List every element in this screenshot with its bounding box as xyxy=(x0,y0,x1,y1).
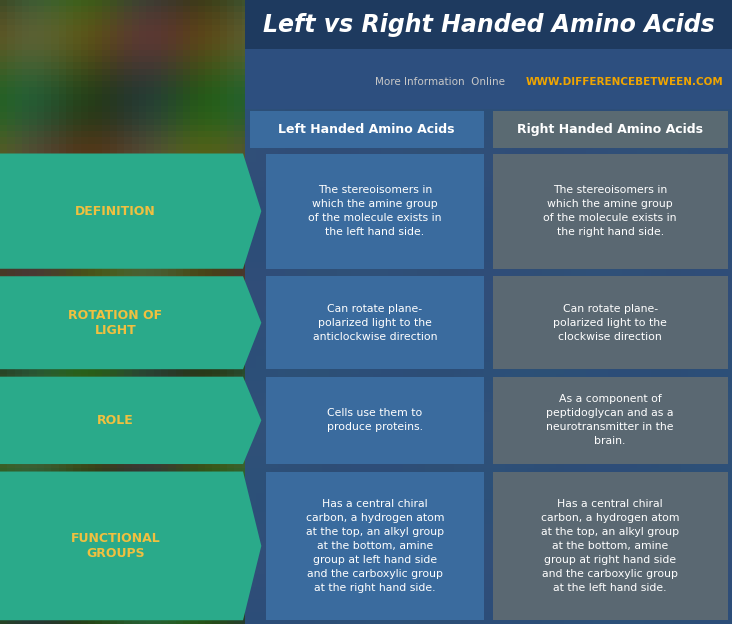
Text: Left vs Right Handed Amino Acids: Left vs Right Handed Amino Acids xyxy=(263,13,714,37)
Polygon shape xyxy=(0,154,261,269)
FancyBboxPatch shape xyxy=(266,276,484,369)
Text: Right Handed Amino Acids: Right Handed Amino Acids xyxy=(517,123,703,136)
Text: The stereoisomers in
which the amine group
of the molecule exists in
the right h: The stereoisomers in which the amine gro… xyxy=(543,185,677,237)
FancyBboxPatch shape xyxy=(250,111,484,148)
Text: ROTATION OF
LIGHT: ROTATION OF LIGHT xyxy=(68,309,163,337)
FancyBboxPatch shape xyxy=(245,0,732,109)
Text: As a component of
peptidoglycan and as a
neurotransmitter in the
brain.: As a component of peptidoglycan and as a… xyxy=(546,394,674,446)
Text: Has a central chiral
carbon, a hydrogen atom
at the top, an alkyl group
at the b: Has a central chiral carbon, a hydrogen … xyxy=(305,499,444,593)
Text: FUNCTIONAL
GROUPS: FUNCTIONAL GROUPS xyxy=(70,532,160,560)
FancyBboxPatch shape xyxy=(266,154,484,269)
Text: The stereoisomers in
which the amine group
of the molecule exists in
the left ha: The stereoisomers in which the amine gro… xyxy=(308,185,441,237)
FancyBboxPatch shape xyxy=(266,377,484,464)
FancyBboxPatch shape xyxy=(493,276,728,369)
Text: Has a central chiral
carbon, a hydrogen atom
at the top, an alkyl group
at the b: Has a central chiral carbon, a hydrogen … xyxy=(541,499,679,593)
FancyBboxPatch shape xyxy=(493,154,728,269)
Polygon shape xyxy=(0,377,261,464)
Text: Cells use them to
produce proteins.: Cells use them to produce proteins. xyxy=(326,408,423,432)
Text: ROLE: ROLE xyxy=(97,414,134,427)
FancyBboxPatch shape xyxy=(493,111,728,148)
FancyBboxPatch shape xyxy=(245,0,732,624)
Text: Can rotate plane-
polarized light to the
anticlockwise direction: Can rotate plane- polarized light to the… xyxy=(313,304,437,342)
FancyBboxPatch shape xyxy=(245,0,732,49)
Text: More Information  Online: More Information Online xyxy=(375,77,505,87)
FancyBboxPatch shape xyxy=(493,472,728,620)
Text: Left Handed Amino Acids: Left Handed Amino Acids xyxy=(278,123,455,136)
Text: WWW.DIFFERENCEBETWEEN.COM: WWW.DIFFERENCEBETWEEN.COM xyxy=(526,77,724,87)
Polygon shape xyxy=(0,276,261,369)
Text: DEFINITION: DEFINITION xyxy=(75,205,156,218)
FancyBboxPatch shape xyxy=(493,377,728,464)
Text: Can rotate plane-
polarized light to the
clockwise direction: Can rotate plane- polarized light to the… xyxy=(553,304,667,342)
FancyBboxPatch shape xyxy=(266,472,484,620)
Polygon shape xyxy=(0,472,261,620)
